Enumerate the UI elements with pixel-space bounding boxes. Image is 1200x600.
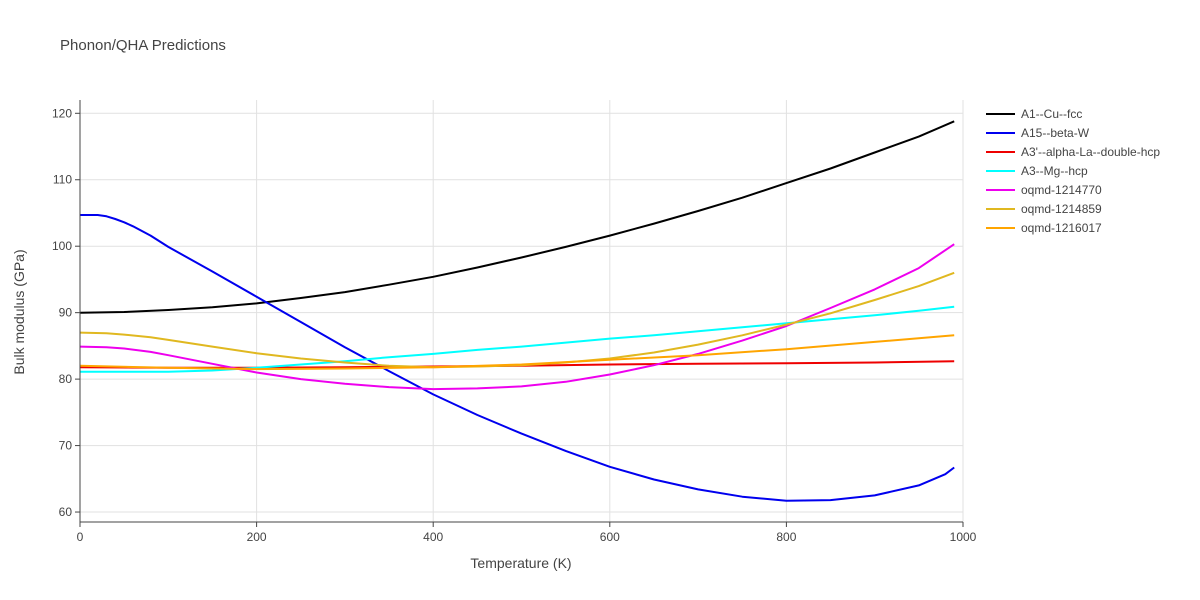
series-line-2: [80, 214, 955, 502]
legend-label-4: A3--Mg--hcp: [1021, 164, 1088, 178]
grid: [80, 100, 964, 522]
legend-label-7: oqmd-1216017: [1021, 221, 1102, 235]
y-tick-label: 100: [52, 239, 72, 253]
y-tick-label: 70: [59, 439, 73, 453]
legend-label-2: A15--beta-W: [1021, 126, 1090, 140]
axes: 0 200 400 600 800 1000 60 70 80 90 100 110 120: [52, 100, 977, 544]
legend-label-6: oqmd-1214859: [1021, 202, 1102, 216]
x-tick-label: 200: [247, 530, 267, 544]
x-tick-label: 0: [77, 530, 84, 544]
series-line-7: [79, 334, 955, 371]
y-tick-label: 120: [52, 106, 72, 120]
y-tick-label: 110: [53, 173, 72, 187]
y-tick-label: 90: [59, 306, 73, 320]
plot-area: [79, 120, 955, 502]
legend-label-3: A3'--alpha-La--double-hcp: [1021, 145, 1160, 159]
legend-label-5: oqmd-1214770: [1021, 183, 1102, 197]
y-axis-title: Bulk modulus (GPa): [11, 249, 27, 374]
x-tick-label: 800: [776, 530, 796, 544]
y-tick-label: 60: [59, 505, 73, 519]
x-tick-label: 1000: [950, 530, 977, 544]
legend: A1--Cu--fcc A15--beta-W A3'--alpha-La--dou…: [986, 107, 1160, 235]
x-axis-title: Temperature (K): [470, 555, 571, 571]
y-tick-label: 80: [59, 372, 73, 386]
chart-title: Phonon/QHA Predictions: [60, 37, 226, 54]
legend-label-1: A1--Cu--fcc: [1021, 107, 1082, 121]
x-tick-label: 400: [423, 530, 443, 544]
x-tick-label: 600: [600, 530, 620, 544]
series-line-1: [79, 120, 955, 314]
